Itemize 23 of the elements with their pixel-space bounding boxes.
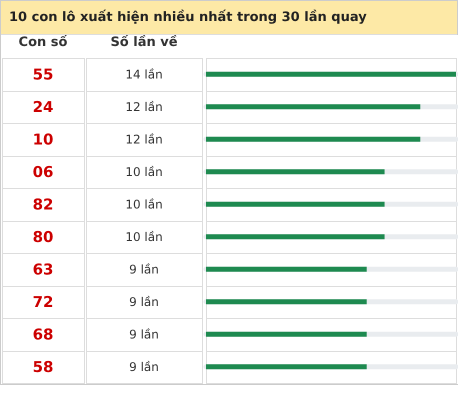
- text: Con số: [18, 34, 68, 50]
- y-tick-label: 80: [32, 228, 54, 246]
- data-label: 9 lần: [129, 294, 159, 309]
- data-label: 10 lần: [125, 164, 163, 179]
- data-label: 9 lần: [129, 327, 159, 342]
- data-label: 9 lần: [129, 360, 159, 374]
- y-tick-label: 24: [32, 98, 54, 116]
- y-tick-label: 10: [32, 130, 54, 148]
- y-tick-label: 06: [32, 162, 54, 181]
- y-tick-label: 72: [32, 292, 54, 311]
- data-label: 12 lần: [125, 132, 163, 146]
- data-label: 10 lần: [125, 197, 163, 212]
- data-label: 14 lần: [125, 67, 163, 82]
- y-tick-label: 68: [32, 325, 54, 344]
- text: Số lần về: [110, 34, 178, 50]
- data-label: 12 lần: [125, 100, 163, 114]
- y-tick-label: 55: [32, 65, 54, 84]
- y-tick-label: 58: [32, 358, 54, 376]
- chart-title: 10 con lô xuất hiện nhiều nhất trong 30 lần quay: [1, 1, 457, 35]
- data-label: 10 lần: [125, 230, 163, 244]
- y-tick-label: 82: [32, 195, 54, 214]
- y-tick-label: 63: [32, 260, 54, 278]
- data-label: 9 lần: [129, 262, 159, 276]
